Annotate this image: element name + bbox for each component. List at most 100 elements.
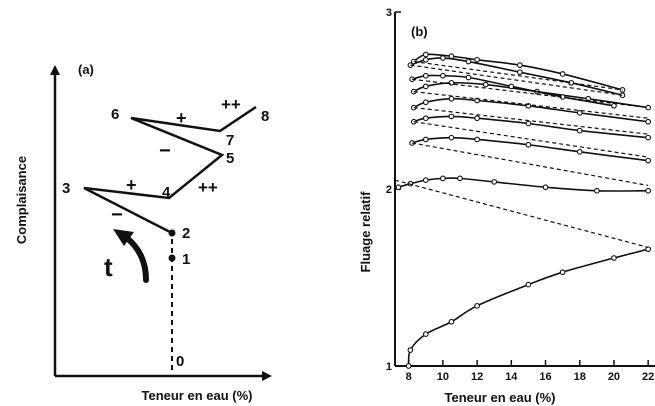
panel-b-data-point <box>508 83 515 90</box>
panel-b-data-point <box>422 99 429 106</box>
panel-a-path <box>83 105 257 235</box>
panel-a-point-label-1: 1 <box>182 251 190 268</box>
panel-a-label: (a) <box>78 62 94 77</box>
panel-b-x-tick-label: 16 <box>539 371 551 383</box>
panel-a-sign-6-7: + <box>176 108 187 128</box>
panel-a-point-1 <box>168 254 176 262</box>
panel-b-data-point <box>422 83 429 90</box>
panel-b-data-point <box>542 184 549 191</box>
panel-b-label: (b) <box>411 24 428 39</box>
panel-a-x-axis-title: Teneur en eau (%) <box>141 388 252 403</box>
panel-b-data-point <box>422 115 429 122</box>
panel-b-data-point <box>422 72 429 79</box>
panel-b-dashed-line-12 <box>413 106 649 135</box>
panel-b-data-point <box>525 120 532 127</box>
panel-b-series-line-0 <box>407 248 649 367</box>
panel-b-data-point <box>422 136 429 143</box>
panel-b-x-tick-label: 12 <box>471 371 483 383</box>
panel-b-data-point <box>611 255 617 261</box>
panel-b-data-point <box>440 175 446 182</box>
panel-b-data-point <box>448 53 455 60</box>
panel-a-sign-2-3: − <box>111 204 123 226</box>
panel-b-data-point <box>525 281 532 288</box>
panel-b-data-point <box>645 187 652 194</box>
panel-b-data-point <box>645 157 652 164</box>
panel-b-data-point <box>440 55 446 61</box>
panel-b-dashed-line-14 <box>412 78 649 109</box>
panel-b-data-point <box>559 269 566 276</box>
panel-b-data-point <box>465 58 472 65</box>
panel-b-series-line-1 <box>398 177 649 192</box>
panel-b-dashed-line-16 <box>413 60 623 91</box>
panel-b-data-point <box>517 69 523 76</box>
panel-b-data-point <box>422 177 429 183</box>
panel-b-data-point <box>645 134 652 141</box>
panel-b-data-point <box>448 318 455 325</box>
panel-b-data-point <box>465 74 472 81</box>
panel-b-x-tick-label: 18 <box>574 371 586 383</box>
panel-b-x-axis-title: Teneur en eau (%) <box>444 390 555 405</box>
panel-b-data-point <box>517 62 523 68</box>
panel-a-point-label-6: 6 <box>111 106 119 123</box>
panel-b-data-point <box>474 302 480 309</box>
panel-b-dashed-line-10 <box>411 142 649 187</box>
panel-b-data-point <box>576 148 583 155</box>
panel-b-data-point <box>525 141 532 148</box>
panel-b-data-point <box>422 51 429 58</box>
panel-a-point-label-7: 7 <box>226 132 234 149</box>
panel-a-point-label-3: 3 <box>62 180 70 197</box>
panel-a: (a) Complaisance Teneur en eau (%) 0 1 2… <box>14 62 272 403</box>
panel-b-y-tick-label: 1 <box>386 361 392 373</box>
panel-a-point-label-2: 2 <box>182 225 190 242</box>
panel-b-data-point <box>448 79 455 86</box>
panel-b-x-tick-label: 10 <box>437 371 449 383</box>
panel-a-sign-3-4: + <box>126 175 137 195</box>
panel-b-data-point <box>457 175 463 182</box>
panel-b-x-tick-label: 8 <box>406 371 412 383</box>
panel-a-sign-5-6: − <box>159 140 171 162</box>
panel-b-data-point <box>593 187 600 194</box>
panel-b-data-point <box>491 179 498 185</box>
panel-b-data-point <box>474 56 480 63</box>
panel-a-point-label-4: 4 <box>162 184 171 201</box>
panel-b-dashed-line-11 <box>413 121 649 158</box>
panel-b-data-point <box>474 136 480 143</box>
panel-b-dashed-line-15 <box>410 64 623 96</box>
panel-a-point-label-8: 8 <box>261 108 269 125</box>
panel-b-y-tick-label: 2 <box>386 184 392 196</box>
panel-b-y-axis-title: Fluage relatif <box>358 191 373 273</box>
panel-b-data-point <box>422 56 429 63</box>
panel-a-point-2 <box>168 229 176 237</box>
panel-b-dashed-line-9 <box>394 179 649 248</box>
panel-b-data-point <box>474 115 480 122</box>
time-arrow-icon <box>124 235 149 283</box>
panel-b-data-point <box>448 113 455 120</box>
panel-a-y-axis-title: Complaisance <box>14 156 29 244</box>
panel-a-point-label-0: 0 <box>176 353 184 370</box>
panel-b-data-point <box>440 72 446 79</box>
panel-b-x-tick-label: 22 <box>642 371 654 383</box>
panel-b-x-tick-label: 14 <box>505 371 518 383</box>
time-arrowhead-icon <box>113 229 134 246</box>
panel-b-data-point <box>407 347 414 353</box>
panel-b-data-point <box>448 95 455 102</box>
panel-b-data-point <box>405 363 412 369</box>
panel-b-data-point <box>576 127 583 134</box>
panel-a-sign-4-5: ++ <box>198 178 218 197</box>
panel-a-point-label-5: 5 <box>226 150 234 167</box>
panel-b-data-point <box>559 71 566 77</box>
panel-b-data-point <box>448 134 455 141</box>
panel-b-data-point <box>422 331 429 337</box>
panel-b-x-tick-label: 20 <box>608 371 620 383</box>
panel-b-dashed-line-13 <box>413 91 649 119</box>
panel-a-sign-7-8: ++ <box>221 95 241 114</box>
panel-a-time-label: t <box>104 252 113 282</box>
panel-b: (b) Fluage relatif Teneur en eau (%) 123… <box>358 7 655 405</box>
panel-b-data-point <box>576 110 583 116</box>
panel-b-data-point <box>645 118 652 125</box>
panel-b-data-point <box>645 104 652 111</box>
panel-b-y-tick-label: 3 <box>386 7 392 19</box>
panel-b-data-point <box>482 81 489 88</box>
